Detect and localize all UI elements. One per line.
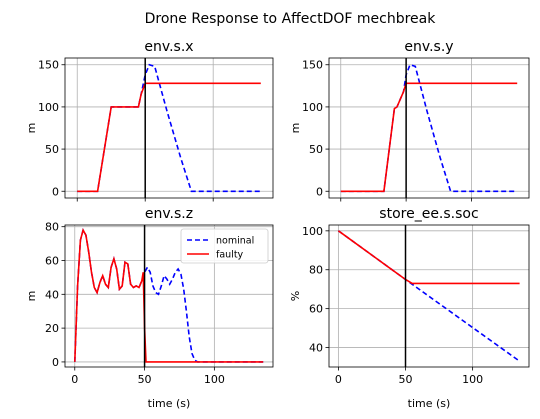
y-axis-label: % (289, 291, 302, 301)
x-tick-label: 100 (204, 373, 225, 386)
y-tick-label: 50 (309, 143, 323, 156)
legend-label-nominal: nominal (216, 236, 254, 247)
y-tick-label: 20 (45, 322, 59, 335)
y-tick-label: 80 (309, 264, 323, 277)
axes-frame (64, 224, 274, 368)
series-faulty (340, 82, 518, 193)
legend: nominal faulty (180, 228, 269, 264)
subplot-env-s-y: 0 50 100 150 env.s.y m (289, 39, 530, 202)
x-tick-label: 50 (138, 373, 152, 386)
axes-frame (64, 57, 274, 199)
x-tick-label: 100 (462, 373, 483, 386)
x-tick-label: 50 (399, 373, 413, 386)
y-tick-label: 50 (45, 143, 59, 156)
y-tick-label: 60 (45, 255, 59, 268)
x-axis-label: time (s) (408, 397, 451, 410)
y-tick-label: 150 (38, 59, 59, 72)
series-faulty (337, 230, 520, 285)
axes-frame (328, 224, 530, 368)
y-tick-label: 60 (309, 303, 323, 316)
x-tick-label: 0 (71, 373, 78, 386)
series-faulty (74, 227, 264, 363)
y-axis-label: m (25, 291, 38, 302)
figure-title: Drone Response to AffectDOF mechbreak (145, 11, 437, 27)
y-tick-label: 100 (38, 101, 59, 114)
y-axis-label: m (25, 123, 38, 134)
y-tick-label: 0 (52, 356, 59, 369)
y-tick-label: 40 (45, 288, 59, 301)
subplot-store-ee-s-soc: 0 50 100 40 60 80 100 store_ee.s.soc% time (s) (289, 206, 530, 410)
legend-label-faulty: faulty (216, 250, 244, 261)
y-axis-label: m (289, 123, 302, 134)
y-tick-label: 0 (316, 185, 323, 198)
subplot-title: env.s.z (145, 206, 193, 222)
y-tick-label: 100 (302, 101, 323, 114)
subplot-title: env.s.x (144, 39, 193, 55)
y-tick-label: 40 (309, 342, 323, 355)
x-tick-label: 0 (335, 373, 342, 386)
subplot-env-s-z: 0 50 100 0 20 40 60 80 env.s.z m time (s) nominal fa… (25, 206, 274, 410)
subplot-title: env.s.y (404, 39, 453, 55)
y-tick-label: 100 (302, 225, 323, 238)
series-faulty (77, 82, 261, 193)
subplot-env-s-x: 0 50 100 150 env.s.x m (25, 39, 274, 202)
subplot-title: store_ee.s.soc (379, 206, 478, 222)
y-tick-label: 0 (52, 185, 59, 198)
x-axis-label: time (s) (148, 397, 191, 410)
axes-frame (328, 57, 530, 199)
y-tick-label: 80 (45, 221, 59, 234)
y-tick-label: 150 (302, 59, 323, 72)
